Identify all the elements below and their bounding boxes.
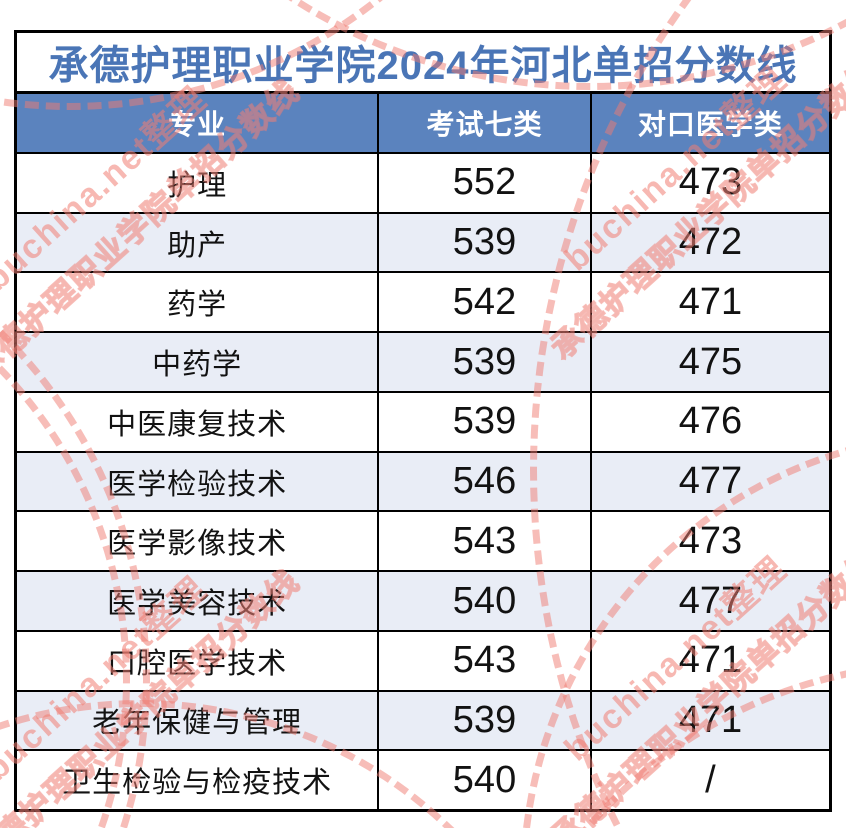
- score-table: 承德护理职业学院2024年河北单招分数线 专业 考试七类 对口医学类 护理 55…: [14, 30, 832, 812]
- exam7-score-cell: 539: [379, 333, 592, 391]
- major-cell: 卫生检验与检疫技术: [17, 751, 380, 810]
- table-row: 护理 552 473: [17, 152, 829, 212]
- table-body: 护理 552 473 助产 539 472 药学 542 471 中药学 539…: [17, 152, 829, 810]
- table-row: 口腔医学技术 543 471: [17, 629, 829, 690]
- table-row: 医学美容技术 540 477: [17, 570, 829, 630]
- major-cell: 医学美容技术: [17, 572, 380, 630]
- medical-score-cell: 476: [678, 400, 743, 443]
- major-cell: 助产: [17, 213, 380, 272]
- exam7-score-cell: 546: [379, 452, 592, 511]
- medical-score-cell: 477: [678, 460, 743, 503]
- table-row: 医学检验技术 546 477: [17, 450, 829, 511]
- major-cell: 医学检验技术: [17, 452, 380, 511]
- medical-score-cell: 471: [678, 639, 743, 682]
- page-title: 承德护理职业学院2024年河北单招分数线: [48, 44, 798, 88]
- major-cell: 中药学: [17, 333, 380, 391]
- major-cell: 护理: [17, 154, 380, 212]
- medical-score-cell: 473: [678, 519, 743, 562]
- table-row: 医学影像技术 543 473: [17, 510, 829, 571]
- medical-score-cell: 473: [678, 161, 743, 204]
- exam7-score-cell: 539: [379, 691, 592, 750]
- medical-score-cell: 471: [678, 698, 743, 741]
- table-row: 中药学 539 475: [17, 331, 829, 391]
- medical-score-cell: 477: [678, 579, 743, 622]
- table-row: 中医康复技术 539 476: [17, 390, 829, 451]
- exam7-score-cell: 540: [379, 572, 592, 630]
- medical-score-cell: 475: [678, 340, 743, 383]
- exam7-score-cell: 540: [379, 751, 592, 810]
- medical-score-cell: 471: [678, 280, 743, 323]
- exam7-score-cell: 539: [379, 392, 592, 451]
- table-header-row: 专业 考试七类 对口医学类: [17, 94, 829, 152]
- table-row: 药学 542 471: [17, 271, 829, 332]
- major-cell: 药学: [17, 273, 380, 332]
- major-cell: 口腔医学技术: [17, 631, 380, 690]
- medical-score-cell: /: [705, 758, 716, 801]
- exam7-score-cell: 543: [379, 631, 592, 690]
- major-cell: 老年保健与管理: [17, 691, 380, 750]
- column-header-exam7: 考试七类: [379, 94, 592, 152]
- column-header-major: 专业: [17, 94, 380, 152]
- exam7-score-cell: 542: [379, 273, 592, 332]
- major-cell: 中医康复技术: [17, 392, 380, 451]
- medical-score-cell: 472: [678, 221, 743, 264]
- table-title-row: 承德护理职业学院2024年河北单招分数线: [17, 33, 829, 94]
- exam7-score-cell: 543: [379, 512, 592, 571]
- exam7-score-cell: 552: [379, 154, 592, 212]
- exam7-score-cell: 539: [379, 213, 592, 272]
- column-header-medical: 对口医学类: [637, 109, 783, 140]
- table-row: 卫生检验与检疫技术 540 /: [17, 749, 829, 810]
- table-row: 助产 539 472: [17, 211, 829, 272]
- major-cell: 医学影像技术: [17, 512, 380, 571]
- table-row: 老年保健与管理 539 471: [17, 689, 829, 750]
